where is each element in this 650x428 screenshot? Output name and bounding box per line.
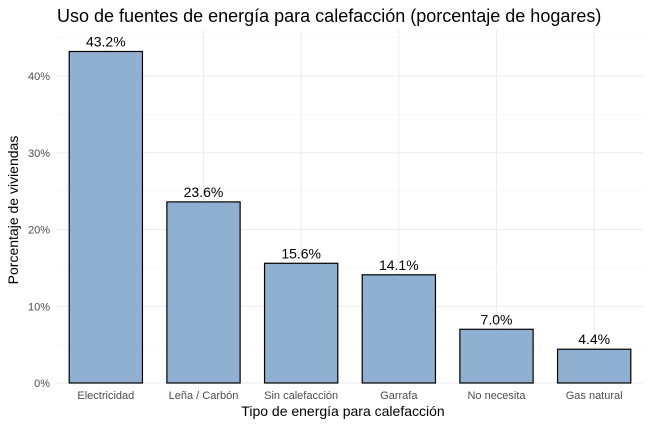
bar-value-label: 4.4% — [578, 331, 610, 347]
y-tick-label: 20% — [28, 225, 50, 237]
y-axis-title: Porcentaje de viviendas — [5, 136, 21, 285]
y-tick-label: 40% — [28, 71, 50, 83]
y-tick-label: 0% — [34, 378, 50, 390]
bar — [166, 201, 241, 384]
x-tick-label: Leña / Carbón — [169, 390, 239, 402]
bar-value-label: 14.1% — [379, 257, 419, 273]
x-tick-label: Gas natural — [566, 390, 623, 402]
grid — [57, 30, 643, 384]
bars — [68, 50, 632, 384]
bar-value-label: 7.0% — [481, 311, 513, 327]
x-tick-label: No necesita — [467, 390, 526, 402]
x-axis-title: Tipo de energía para calefacción — [241, 403, 444, 419]
y-tick-label: 30% — [28, 148, 50, 160]
x-tick-label: Sin calefacción — [264, 390, 338, 402]
bar — [361, 274, 437, 384]
y-axis-tick-labels: 0% 10% 20% 30% 40% — [28, 71, 50, 390]
x-tick-label: Garrafa — [380, 390, 418, 402]
bar — [68, 50, 144, 384]
chart-title: Uso de fuentes de energía para calefacci… — [57, 6, 601, 26]
bar-value-label: 43.2% — [86, 33, 126, 49]
bar — [556, 348, 632, 384]
bar — [263, 262, 339, 384]
bar-value-label: 15.6% — [281, 245, 321, 261]
data-labels: 43.2% 23.6% 15.6% 14.1% 7.0% 4.4% — [86, 33, 610, 347]
bar-value-label: 23.6% — [184, 184, 224, 200]
x-tick-label: Electricidad — [77, 390, 134, 402]
bar — [459, 328, 534, 384]
y-tick-label: 10% — [28, 301, 50, 313]
x-axis-tick-labels: Electricidad Leña / Carbón Sin calefacción… — [77, 390, 622, 402]
